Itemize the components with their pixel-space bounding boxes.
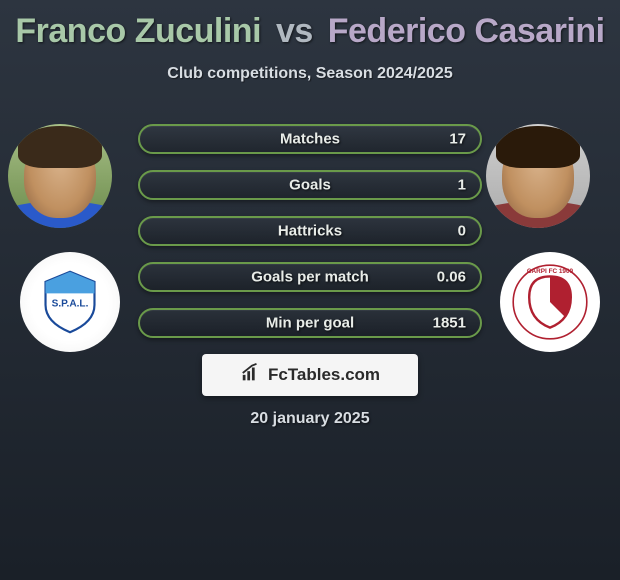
svg-text:S.P.A.L.: S.P.A.L.	[52, 298, 89, 309]
chart-icon	[240, 362, 262, 389]
spal-shield-icon: S.P.A.L.	[34, 266, 106, 338]
date-label: 20 january 2025	[0, 410, 620, 428]
comparison-title: Franco Zuculini vs Federico Casarini	[0, 0, 620, 51]
player1-avatar	[8, 124, 112, 228]
stat-label: Matches	[280, 131, 340, 148]
player2-name: Federico Casarini	[328, 12, 605, 50]
stat-value: 1	[458, 177, 466, 194]
club1-badge: S.P.A.L.	[20, 252, 120, 352]
stat-value: 0	[458, 223, 466, 240]
stat-label: Goals	[289, 177, 331, 194]
stat-rows: Matches 17 Goals 1 Hattricks 0 Goals per…	[138, 124, 482, 354]
stat-row-matches: Matches 17	[138, 124, 482, 154]
stat-value: 1851	[433, 315, 466, 332]
stat-row-goals-per-match: Goals per match 0.06	[138, 262, 482, 292]
subtitle: Club competitions, Season 2024/2025	[0, 65, 620, 83]
carpi-shield-icon: CARPI FC 1909	[510, 262, 590, 342]
stat-label: Goals per match	[251, 269, 369, 286]
stat-value: 0.06	[437, 269, 466, 286]
player2-avatar	[486, 124, 590, 228]
brand-text: FcTables.com	[268, 365, 380, 385]
stat-row-min-per-goal: Min per goal 1851	[138, 308, 482, 338]
stat-value: 17	[449, 131, 466, 148]
stat-label: Hattricks	[278, 223, 342, 240]
brand-box: FcTables.com	[202, 354, 418, 396]
stat-row-hattricks: Hattricks 0	[138, 216, 482, 246]
stat-row-goals: Goals 1	[138, 170, 482, 200]
vs-separator: vs	[276, 12, 313, 50]
club2-badge: CARPI FC 1909	[500, 252, 600, 352]
stat-label: Min per goal	[266, 315, 354, 332]
svg-text:CARPI FC 1909: CARPI FC 1909	[527, 268, 574, 275]
player1-name: Franco Zuculini	[15, 12, 261, 50]
